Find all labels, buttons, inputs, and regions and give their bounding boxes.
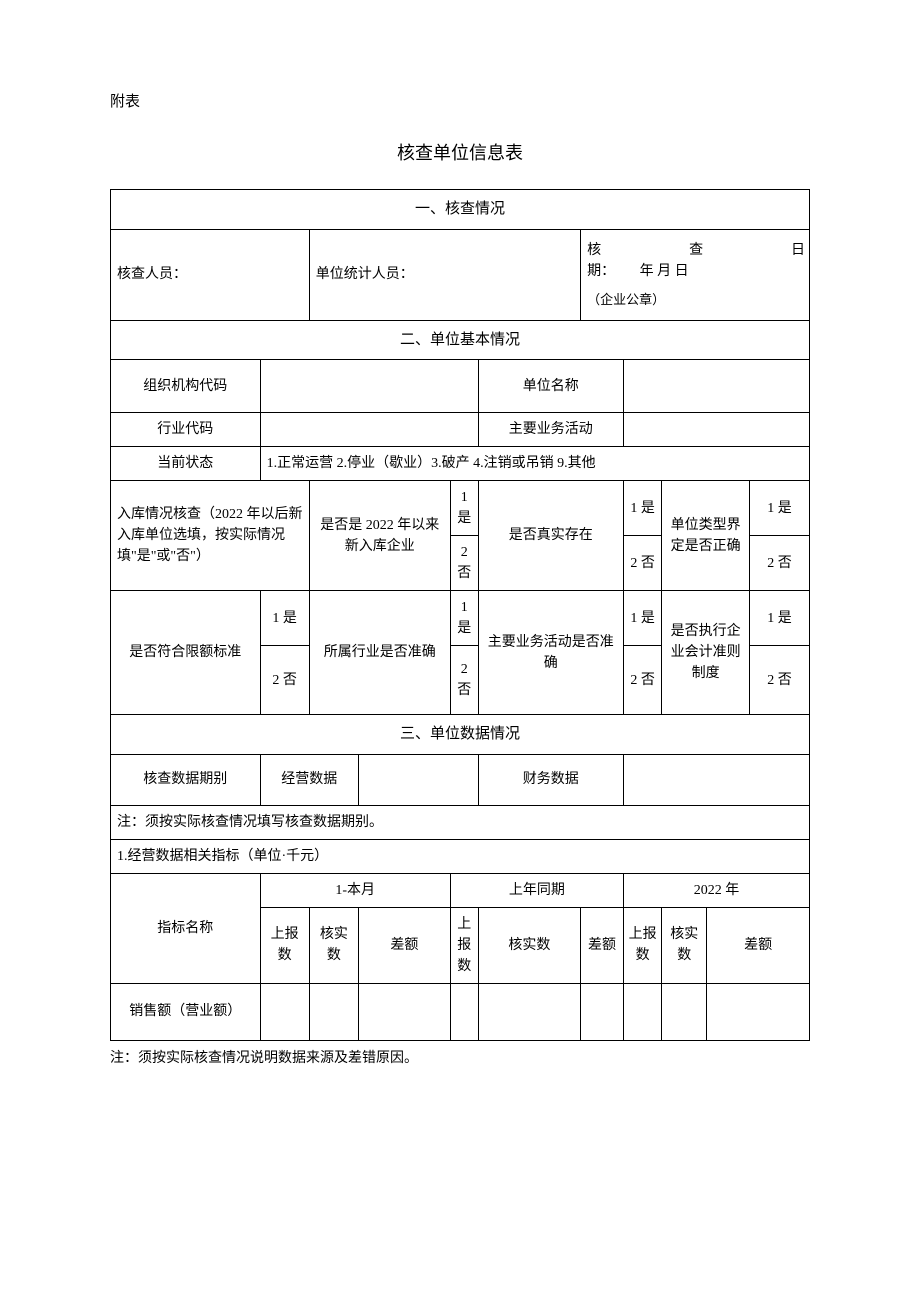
section2-header: 二、单位基本情况 bbox=[111, 320, 810, 360]
status-options: 1.正常运营 2.停业（歇业）3.破产 4.注销或吊销 9.其他 bbox=[260, 447, 809, 481]
date-label-b: 查 bbox=[689, 240, 703, 261]
date-ymd: 年 月 日 bbox=[640, 264, 689, 279]
accounting-no: 2 否 bbox=[749, 646, 809, 715]
org-code-label: 组织机构代码 bbox=[111, 360, 261, 413]
accounting-label: 是否执行企业会计准则制度 bbox=[662, 591, 750, 715]
main-biz-value bbox=[623, 413, 809, 447]
sales-g2-diff bbox=[581, 983, 624, 1040]
g2-verify: 核实数 bbox=[478, 907, 581, 983]
g3-report: 上报数 bbox=[623, 907, 661, 983]
date-prefix: 期： bbox=[587, 264, 615, 279]
sales-g1-verify bbox=[309, 983, 358, 1040]
real-exist-no: 2 否 bbox=[623, 536, 661, 591]
section1-header: 一、核查情况 bbox=[111, 190, 810, 230]
g1-verify: 核实数 bbox=[309, 907, 358, 983]
limit-yes: 1 是 bbox=[260, 591, 309, 646]
business-data-label: 经营数据 bbox=[260, 754, 358, 805]
unit-name-label: 单位名称 bbox=[478, 360, 623, 413]
indicator-title: 1.经营数据相关指标（单位·千元） bbox=[111, 839, 810, 873]
main-biz-label: 主要业务活动 bbox=[478, 413, 623, 447]
inspector-label: 核查人员： bbox=[111, 229, 310, 320]
sales-g3-diff bbox=[707, 983, 810, 1040]
document-page: 附表 核查单位信息表 一、核查情况 核查人员： 单位统计人员： bbox=[0, 0, 920, 1301]
activity-no: 2 否 bbox=[623, 646, 661, 715]
finance-data-label: 财务数据 bbox=[478, 754, 623, 805]
activity-yes: 1 是 bbox=[623, 591, 661, 646]
unit-type-no: 2 否 bbox=[749, 536, 809, 591]
business-data-value bbox=[358, 754, 478, 805]
limit-standard-label: 是否符合限额标准 bbox=[111, 591, 261, 715]
industry-accurate-label: 所属行业是否准确 bbox=[309, 591, 450, 715]
real-exist-label: 是否真实存在 bbox=[478, 481, 623, 591]
pre-title: 附表 bbox=[110, 90, 810, 111]
g2-report: 上报数 bbox=[450, 907, 478, 983]
date-label-c: 日 bbox=[791, 240, 805, 261]
industry-no: 2否 bbox=[450, 646, 478, 715]
col-indicator: 指标名称 bbox=[111, 873, 261, 983]
g3-diff: 差额 bbox=[707, 907, 810, 983]
unit-type-yes: 1 是 bbox=[749, 481, 809, 536]
g3-verify: 核实数 bbox=[662, 907, 707, 983]
industry-yes: 1是 bbox=[450, 591, 478, 646]
real-exist-yes: 1 是 bbox=[623, 481, 661, 536]
sales-g3-verify bbox=[662, 983, 707, 1040]
g1-diff: 差额 bbox=[358, 907, 450, 983]
main-table: 一、核查情况 核查人员： 单位统计人员： 核 查 日 期： 年 月 日 （企业公… bbox=[110, 189, 810, 1041]
col-group1: 1-本月 bbox=[260, 873, 450, 907]
data-period-label: 核查数据期别 bbox=[111, 754, 261, 805]
current-status-label: 当前状态 bbox=[111, 447, 261, 481]
sales-g1-report bbox=[260, 983, 309, 1040]
main-activity-accurate-label: 主要业务活动是否准确 bbox=[478, 591, 623, 715]
finance-data-value bbox=[623, 754, 809, 805]
company-stamp: （企业公章） bbox=[587, 290, 805, 310]
date-label-a: 核 bbox=[587, 240, 601, 261]
new2022-yes: 1是 bbox=[450, 481, 478, 536]
new2022-no: 2否 bbox=[450, 536, 478, 591]
period-note: 注：须按实际核查情况填写核查数据期别。 bbox=[111, 805, 810, 839]
sales-g3-report bbox=[623, 983, 661, 1040]
section3-header: 三、单位数据情况 bbox=[111, 715, 810, 755]
g2-diff: 差额 bbox=[581, 907, 624, 983]
is-new-2022-label: 是否是 2022 年以来新入库企业 bbox=[309, 481, 450, 591]
sales-g1-diff bbox=[358, 983, 450, 1040]
industry-code-value bbox=[260, 413, 478, 447]
limit-no: 2 否 bbox=[260, 646, 309, 715]
org-code-value bbox=[260, 360, 478, 413]
industry-code-label: 行业代码 bbox=[111, 413, 261, 447]
document-title: 核查单位信息表 bbox=[110, 139, 810, 165]
g1-report: 上报数 bbox=[260, 907, 309, 983]
col-group2: 上年同期 bbox=[450, 873, 623, 907]
sales-g2-verify bbox=[478, 983, 581, 1040]
footnote: 注：须按实际核查情况说明数据来源及差错原因。 bbox=[110, 1047, 810, 1067]
sales-g2-report bbox=[450, 983, 478, 1040]
unit-name-value bbox=[623, 360, 809, 413]
unit-stat-label: 单位统计人员： bbox=[309, 229, 580, 320]
unit-type-label: 单位类型界定是否正确 bbox=[662, 481, 750, 591]
storage-check-label: 入库情况核查（2022 年以后新入库单位选填，按实际情况填"是"或"否"） bbox=[111, 481, 310, 591]
col-group3: 2022 年 bbox=[623, 873, 809, 907]
date-stamp-cell: 核 查 日 期： 年 月 日 （企业公章） bbox=[581, 229, 810, 320]
accounting-yes: 1 是 bbox=[749, 591, 809, 646]
row-sales-label: 销售额（营业额） bbox=[111, 983, 261, 1040]
